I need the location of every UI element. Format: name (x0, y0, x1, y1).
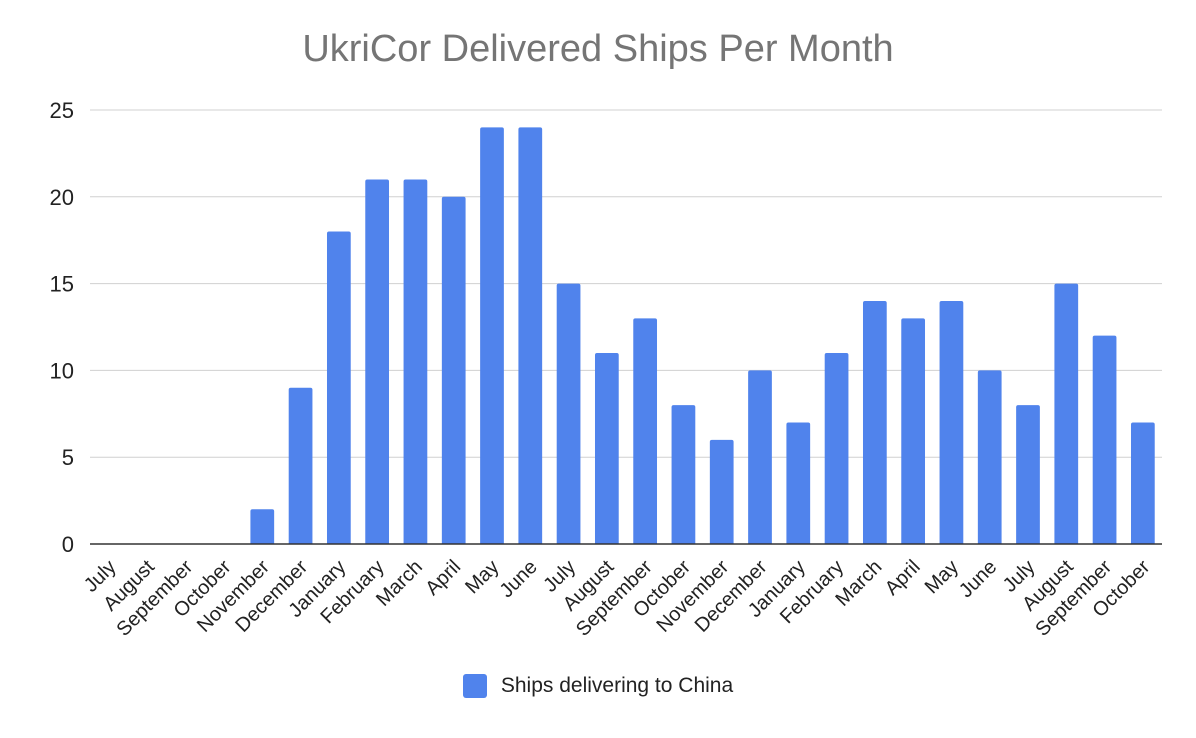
bar (326, 231, 351, 544)
bar (556, 283, 581, 544)
bar (403, 179, 428, 544)
chart-title: UkriCor Delivered Ships Per Month (302, 28, 894, 70)
bar (480, 127, 504, 545)
x-axis-tick-labels: JulyAugustSeptemberOctoberNovemberDecemb… (80, 556, 1155, 641)
x-tick-label: June (496, 556, 542, 602)
x-tick-label: May (921, 556, 963, 598)
x-tick-label: April (881, 556, 925, 600)
bar (441, 196, 466, 545)
y-tick-label: 0 (62, 532, 74, 557)
bar (594, 353, 619, 544)
bar (288, 387, 313, 544)
x-tick-label: May (461, 556, 503, 598)
y-axis-tick-labels: 0 5 10 15 20 25 (50, 98, 74, 557)
bar (250, 509, 275, 544)
y-tick-label: 15 (50, 272, 74, 297)
y-tick-label: 10 (50, 358, 74, 383)
bar (977, 370, 1002, 544)
bar (518, 127, 543, 545)
legend-swatch (462, 674, 487, 698)
y-tick-label: 20 (50, 185, 74, 210)
bars (250, 127, 1155, 545)
y-tick-label: 5 (62, 445, 74, 470)
bar (786, 422, 811, 544)
bar (671, 405, 696, 544)
bar (709, 439, 734, 544)
legend-label: Ships delivering to China (500, 674, 734, 697)
bar (901, 318, 926, 544)
bar (748, 370, 772, 544)
x-tick-label: April (421, 556, 465, 600)
bar (939, 300, 964, 544)
bar (824, 353, 849, 544)
bar (1016, 405, 1040, 544)
bar (633, 318, 658, 544)
bar (1054, 283, 1079, 544)
bar (862, 300, 887, 544)
legend: Ships delivering to China (0, 674, 1196, 698)
bar (1092, 335, 1117, 544)
x-tick-label: June (955, 556, 1001, 602)
bar (365, 179, 390, 544)
bar (1130, 422, 1155, 544)
y-tick-label: 25 (50, 98, 74, 123)
